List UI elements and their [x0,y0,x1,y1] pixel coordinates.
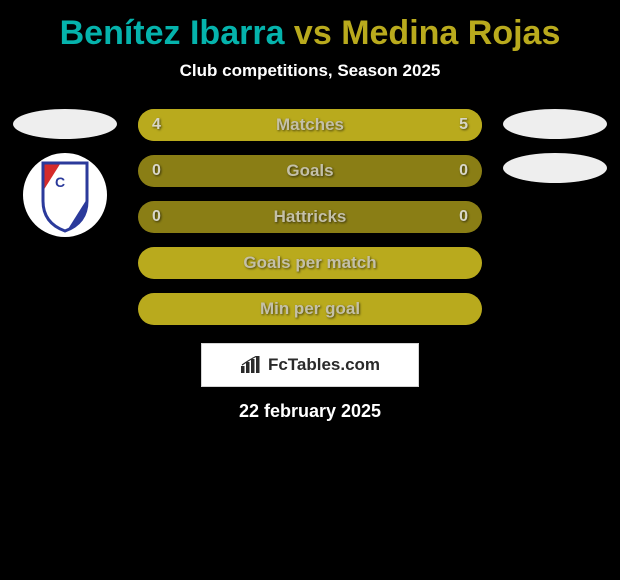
subtitle: Club competitions, Season 2025 [10,61,610,109]
bar-label: Goals [286,161,333,181]
bar-value-left: 0 [152,162,161,180]
bar-value-left: 0 [152,208,161,226]
bar-inner: Goals per match [138,247,482,279]
club-crest-icon: C N [23,153,107,237]
bar-value-right: 0 [459,208,468,226]
bar-inner: 4 Matches 5 [138,109,482,141]
title-player-right: Medina Rojas [341,14,560,52]
source-logo-text: FcTables.com [268,355,380,375]
stat-bar: Goals per match [138,247,482,279]
bar-chart-icon [240,356,262,374]
title-player-left: Benítez Ibarra [60,14,285,52]
main-row: C N 4 Matches 5 0 Goals 0 0 Hattricks 0 Goals per… [10,109,610,325]
club-badge-placeholder-right [503,153,607,183]
player-photo-placeholder-right [503,109,607,139]
player-photo-placeholder-left [13,109,117,139]
left-column: C N [10,109,120,237]
bar-label: Hattricks [274,207,347,227]
stat-bar: 0 Hattricks 0 [138,201,482,233]
stat-bars: 4 Matches 5 0 Goals 0 0 Hattricks 0 Goals per mat… [138,109,482,325]
bar-label: Matches [276,115,344,135]
bar-value-right: 5 [459,116,468,134]
bar-inner: 0 Goals 0 [138,155,482,187]
svg-text:C: C [55,174,65,190]
page-title: Benítez Ibarra vs Medina Rojas [10,0,610,61]
stat-bar: Min per goal [138,293,482,325]
comparison-infographic: Benítez Ibarra vs Medina Rojas Club comp… [0,0,620,422]
bar-inner: 0 Hattricks 0 [138,201,482,233]
source-logo: FcTables.com [201,343,419,387]
bar-label: Goals per match [243,253,376,273]
club-badge-left: C N [23,153,107,237]
bar-value-right: 0 [459,162,468,180]
stat-bar: 0 Goals 0 [138,155,482,187]
bar-value-left: 4 [152,116,161,134]
right-column [500,109,610,183]
date: 22 february 2025 [10,401,610,422]
bar-inner: Min per goal [138,293,482,325]
stat-bar: 4 Matches 5 [138,109,482,141]
svg-text:N: N [67,192,77,208]
bar-label: Min per goal [260,299,360,319]
title-vs: vs [284,14,341,52]
